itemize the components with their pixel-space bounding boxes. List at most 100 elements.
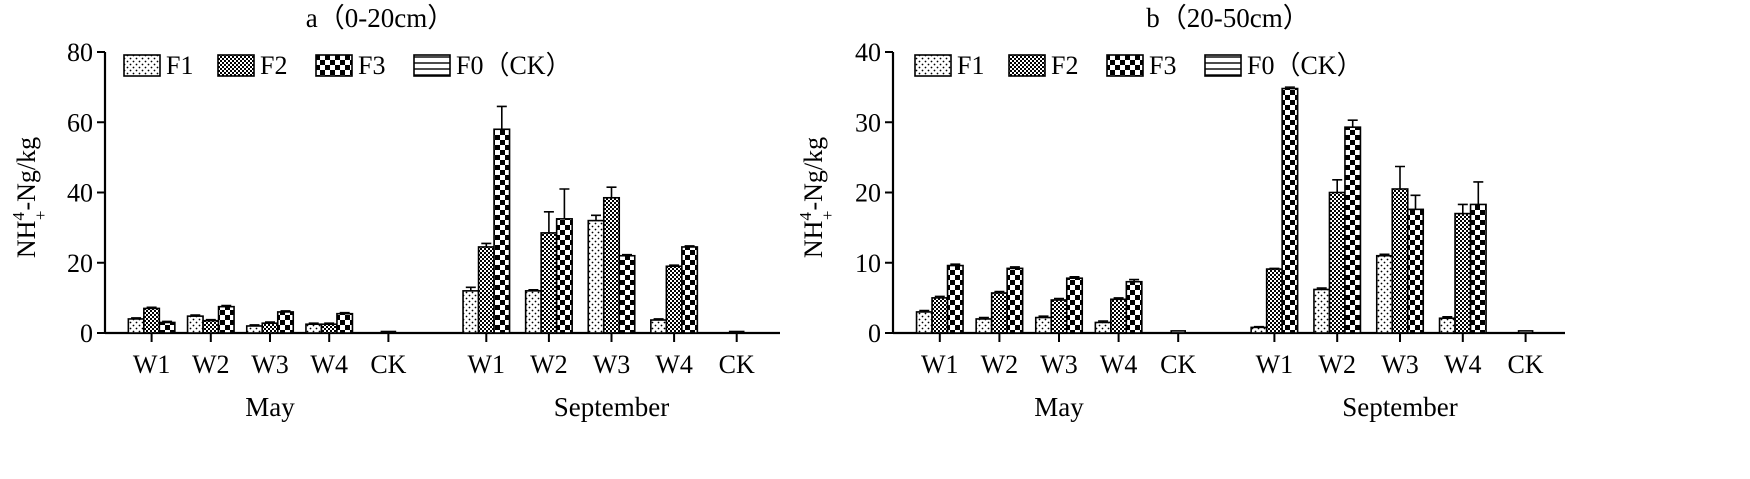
bar	[1006, 267, 1024, 334]
y-tick-label: 20	[855, 179, 881, 208]
x-tick-label: W2	[530, 350, 568, 379]
error-bar	[528, 288, 539, 291]
bar	[1328, 191, 1346, 334]
legend-swatch	[914, 54, 952, 77]
legend-label: F3	[358, 51, 385, 80]
x-tick-label: W2	[192, 350, 230, 379]
x-group-label: September	[1342, 392, 1457, 422]
legend-label: F2	[1051, 51, 1078, 80]
y-tick-label: 80	[67, 38, 93, 67]
x-tick-label: CK	[370, 350, 406, 379]
legend-swatch	[217, 54, 255, 77]
y-axis-label-sub: +	[31, 211, 50, 221]
y-axis-label-tail: -Ng/kg	[799, 137, 828, 211]
x-tick-label: W1	[468, 350, 506, 379]
y-axis-label-sup: 4	[796, 212, 815, 221]
x-tick-label: W1	[1256, 350, 1294, 379]
y-axis-label-sup: 4	[9, 212, 28, 221]
error-bar	[934, 295, 945, 298]
x-tick-label: W2	[1318, 350, 1356, 379]
x-tick-label: W4	[655, 350, 693, 379]
error-bar	[622, 253, 632, 256]
x-tick-label: CK	[719, 350, 755, 379]
legend-swatch	[1106, 54, 1144, 77]
error-bar	[1113, 297, 1124, 300]
error-bar	[1054, 297, 1064, 300]
bar	[1344, 126, 1362, 334]
bar	[143, 307, 161, 334]
bar	[650, 319, 668, 334]
legend-swatch	[1008, 54, 1046, 77]
error-bar	[1129, 278, 1140, 282]
x-tick-label: W4	[1444, 350, 1482, 379]
error-bar	[190, 314, 201, 317]
x-tick-label: W4	[310, 350, 348, 379]
error-bar	[978, 316, 989, 319]
bar	[1050, 299, 1068, 334]
bar	[1438, 317, 1456, 334]
y-axis-label: NH4 +-Ng/kg	[9, 137, 50, 258]
y-axis-label-main: NH	[12, 220, 41, 258]
bar	[540, 232, 558, 334]
bar	[728, 330, 745, 334]
bar	[158, 321, 176, 334]
bar	[1454, 212, 1472, 334]
bar	[380, 330, 397, 334]
error-bar	[1332, 179, 1343, 193]
error-bar	[1379, 253, 1390, 256]
x-tick-label: W3	[593, 350, 631, 379]
error-bar	[559, 188, 570, 219]
x-group-label: May	[1034, 392, 1084, 422]
y-axis-label-main: NH	[799, 220, 828, 258]
error-bar	[1347, 119, 1358, 128]
error-bar	[1442, 316, 1453, 319]
y-axis-label-tail: -Ng/kg	[12, 137, 41, 211]
x-tick-label: W1	[921, 350, 959, 379]
x-tick-label: W2	[981, 350, 1019, 379]
error-bar	[919, 309, 930, 312]
bar	[1125, 280, 1143, 334]
y-tick-label: 20	[67, 249, 93, 278]
bar	[1065, 277, 1084, 334]
bar	[245, 325, 264, 334]
bar	[305, 323, 323, 334]
bar	[1406, 208, 1425, 334]
bar	[931, 297, 949, 334]
legend-label: F2	[260, 51, 287, 80]
error-bar	[1395, 165, 1405, 189]
bar	[555, 218, 573, 334]
bar	[946, 264, 964, 334]
x-tick-label: CK	[1508, 350, 1544, 379]
error-bar	[324, 322, 335, 325]
bar	[336, 312, 354, 334]
bar	[1517, 330, 1534, 334]
x-tick-label: W4	[1100, 350, 1138, 379]
error-bar	[1038, 315, 1049, 318]
y-axis-label-sub: +	[818, 211, 837, 221]
error-bar	[1269, 267, 1280, 270]
bar	[202, 319, 220, 334]
chart-panel-a: a（0-20cm） NH4 +-Ng/kg 0 20 40 60 80 May September…	[9, 3, 780, 422]
error-bar	[496, 105, 507, 130]
x-tick-label: W3	[1040, 350, 1078, 379]
bar	[276, 311, 295, 334]
bar	[462, 290, 480, 334]
bar	[1110, 298, 1128, 334]
x-group-label: September	[554, 392, 669, 422]
y-tick-label: 40	[67, 179, 93, 208]
bar	[1313, 288, 1331, 334]
x-tick-label: CK	[1160, 350, 1196, 379]
error-bar	[339, 311, 350, 314]
legend-swatch	[315, 54, 353, 77]
bar	[477, 246, 495, 334]
bar	[217, 305, 235, 334]
error-bar	[1009, 266, 1020, 269]
y-axis-label: NH4 +-Ng/kg	[796, 137, 837, 258]
error-bar	[308, 322, 319, 325]
bar	[1250, 326, 1268, 334]
bar	[127, 318, 145, 334]
bar	[1034, 316, 1053, 334]
error-bar	[669, 264, 680, 267]
legend-swatch	[413, 54, 451, 77]
